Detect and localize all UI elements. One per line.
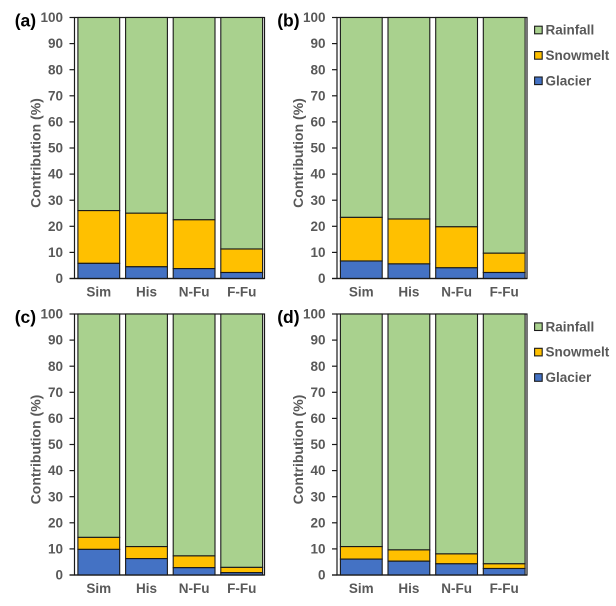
svg-text:His: His (398, 285, 419, 300)
svg-text:F-Fu: F-Fu (227, 581, 256, 596)
svg-text:70: 70 (48, 88, 63, 103)
svg-text:0: 0 (55, 271, 63, 286)
svg-text:Glacier: Glacier (546, 370, 593, 385)
svg-text:60: 60 (310, 411, 325, 426)
svg-text:60: 60 (48, 115, 63, 130)
svg-text:100: 100 (303, 10, 326, 25)
svg-text:N-Fu: N-Fu (179, 285, 210, 300)
svg-text:10: 10 (310, 245, 325, 260)
svg-text:F-Fu: F-Fu (490, 285, 519, 300)
svg-text:10: 10 (310, 542, 325, 557)
svg-text:60: 60 (48, 411, 63, 426)
svg-text:F-Fu: F-Fu (490, 581, 519, 596)
svg-text:100: 100 (40, 10, 63, 25)
svg-text:10: 10 (48, 245, 63, 260)
svg-text:30: 30 (48, 193, 63, 208)
svg-text:30: 30 (48, 489, 63, 504)
svg-text:70: 70 (310, 88, 325, 103)
svg-text:20: 20 (310, 219, 325, 234)
svg-text:His: His (398, 581, 419, 596)
svg-text:Snowmelt: Snowmelt (546, 48, 610, 63)
svg-text:(d): (d) (277, 307, 299, 327)
svg-text:70: 70 (48, 385, 63, 400)
svg-text:80: 80 (48, 359, 63, 374)
svg-text:40: 40 (48, 463, 63, 478)
svg-text:(a): (a) (15, 10, 36, 30)
svg-text:Contribution (%): Contribution (%) (290, 98, 306, 208)
svg-text:90: 90 (310, 36, 325, 51)
svg-text:Rainfall: Rainfall (546, 319, 595, 334)
svg-text:(b): (b) (277, 10, 299, 30)
svg-text:50: 50 (310, 437, 325, 452)
svg-text:Contribution (%): Contribution (%) (27, 98, 43, 208)
svg-text:0: 0 (55, 568, 63, 583)
svg-text:Contribution (%): Contribution (%) (27, 395, 43, 505)
svg-text:0: 0 (318, 568, 326, 583)
svg-text:90: 90 (48, 36, 63, 51)
svg-text:90: 90 (310, 333, 325, 348)
svg-text:His: His (136, 285, 157, 300)
svg-text:40: 40 (310, 167, 325, 182)
svg-text:F-Fu: F-Fu (227, 285, 256, 300)
svg-text:Glacier: Glacier (546, 73, 593, 88)
svg-text:20: 20 (48, 219, 63, 234)
svg-text:Sim: Sim (349, 285, 374, 300)
svg-text:N-Fu: N-Fu (179, 581, 210, 596)
svg-text:Contribution (%): Contribution (%) (290, 395, 306, 505)
svg-text:40: 40 (310, 463, 325, 478)
svg-text:100: 100 (303, 307, 326, 322)
svg-text:Rainfall: Rainfall (546, 23, 595, 38)
svg-text:80: 80 (310, 359, 325, 374)
svg-text:Sim: Sim (86, 581, 111, 596)
svg-text:N-Fu: N-Fu (441, 581, 472, 596)
svg-text:Sim: Sim (86, 285, 111, 300)
svg-text:90: 90 (48, 333, 63, 348)
svg-text:80: 80 (310, 62, 325, 77)
svg-text:100: 100 (40, 307, 63, 322)
svg-text:50: 50 (310, 141, 325, 156)
svg-text:20: 20 (48, 515, 63, 530)
svg-text:50: 50 (48, 437, 63, 452)
svg-text:60: 60 (310, 115, 325, 130)
svg-text:Sim: Sim (349, 581, 374, 596)
svg-text:70: 70 (310, 385, 325, 400)
svg-text:30: 30 (310, 489, 325, 504)
svg-text:His: His (136, 581, 157, 596)
svg-text:10: 10 (48, 542, 63, 557)
svg-text:(c): (c) (15, 307, 36, 327)
svg-text:30: 30 (310, 193, 325, 208)
svg-text:40: 40 (48, 167, 63, 182)
svg-text:0: 0 (318, 271, 326, 286)
svg-text:Snowmelt: Snowmelt (546, 345, 610, 360)
svg-text:50: 50 (48, 141, 63, 156)
svg-text:20: 20 (310, 515, 325, 530)
svg-text:80: 80 (48, 62, 63, 77)
svg-text:N-Fu: N-Fu (441, 285, 472, 300)
